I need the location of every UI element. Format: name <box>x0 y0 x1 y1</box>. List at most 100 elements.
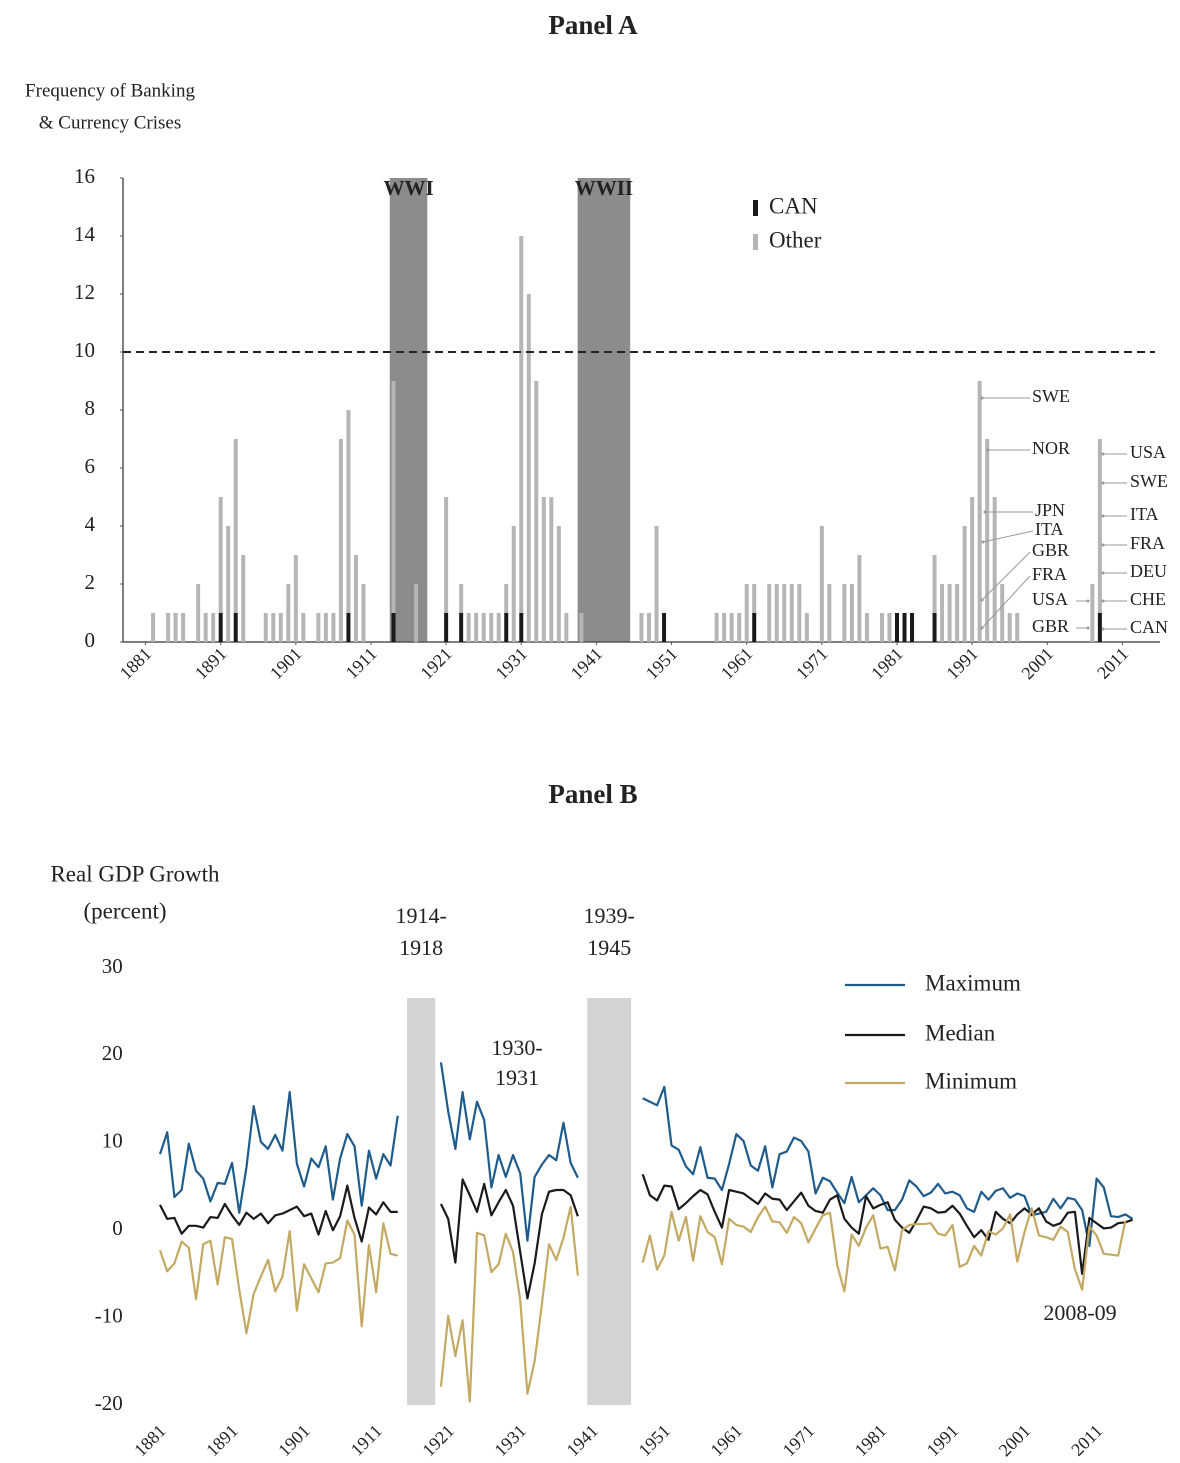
bar-segment <box>744 584 749 642</box>
x-tick-label: 1931 <box>490 1421 530 1461</box>
bar-segment <box>1090 584 1095 642</box>
annotation-pointer <box>981 551 1031 601</box>
annotation-arrowhead <box>1101 599 1105 603</box>
bar-segment <box>789 584 794 642</box>
bar-segment <box>526 294 531 642</box>
annotation-arrowhead <box>980 598 984 602</box>
annotation: CHE <box>1130 589 1166 609</box>
x-tick-label: 1901 <box>266 644 306 684</box>
annotation-arrowhead <box>1101 627 1105 631</box>
period-label: 1945 <box>587 935 631 960</box>
annotation: SWE <box>1032 386 1070 406</box>
annotation: GBR <box>1032 540 1069 560</box>
bar-segment <box>391 613 396 642</box>
y-axis-label: & Currency Crises <box>39 112 181 133</box>
y-tick-label: 16 <box>74 164 95 188</box>
shaded-period <box>577 178 631 642</box>
bar-segment <box>549 497 554 642</box>
bar-segment <box>579 613 584 642</box>
bar-segment <box>955 584 960 642</box>
annotation: SWE <box>1130 471 1168 491</box>
bar-segment <box>278 613 283 642</box>
annotation: FRA <box>1032 564 1067 584</box>
bar-segment <box>466 613 471 642</box>
bar-segment <box>639 613 644 642</box>
annotation: ITA <box>1130 504 1159 524</box>
annotation-pointer <box>981 575 1031 629</box>
bar-segment <box>459 613 464 642</box>
bar-segment <box>263 613 268 642</box>
period-label: 1914- <box>395 903 446 928</box>
bar-segment <box>797 584 802 642</box>
bar-segment <box>331 613 336 642</box>
bar-segment <box>511 526 516 642</box>
annotation-arrowhead <box>1101 514 1105 518</box>
bar-segment <box>940 584 945 642</box>
annotation-arrowhead <box>986 448 990 452</box>
bar-segment <box>286 584 291 642</box>
bar-segment <box>767 584 772 642</box>
bar-segment <box>714 613 719 642</box>
bar-segment <box>293 555 298 642</box>
bar-segment <box>541 497 546 642</box>
bar-segment <box>985 439 990 642</box>
bar-segment <box>662 613 667 642</box>
bar-segment <box>804 613 809 642</box>
bar-segment <box>992 497 997 642</box>
legend-label: CAN <box>769 193 818 218</box>
x-tick-label: 1991 <box>923 1421 963 1461</box>
bar-segment <box>203 613 208 642</box>
y-axis-label: Real GDP Growth <box>50 861 220 886</box>
y-axis-label: Frequency of Banking <box>25 80 195 101</box>
bar-segment <box>353 555 358 642</box>
bar-segment <box>519 613 524 642</box>
bar-segment <box>910 613 915 642</box>
bar-segment <box>962 526 967 642</box>
y-tick-label: -20 <box>95 1391 123 1415</box>
bar-segment <box>564 613 569 642</box>
legend-label: Median <box>925 1020 996 1045</box>
bar-segment <box>819 526 824 642</box>
bar-segment <box>977 381 982 642</box>
annotation: USA <box>1130 442 1166 462</box>
bar-segment <box>842 584 847 642</box>
x-tick-label: 1941 <box>562 1421 602 1461</box>
annotation: NOR <box>1032 438 1070 458</box>
legend-label: Other <box>769 227 822 252</box>
shaded-period <box>587 998 632 1405</box>
annotation-arrowhead <box>980 396 984 400</box>
bar-segment <box>887 613 892 642</box>
bar-segment <box>970 497 975 642</box>
annotation-arrowhead <box>1101 571 1105 575</box>
x-tick-label: 1921 <box>416 644 456 684</box>
x-tick-label: 1951 <box>634 1421 674 1461</box>
x-tick-label: 1991 <box>942 644 982 684</box>
line-series <box>159 1173 1133 1300</box>
bar-segment <box>166 613 171 642</box>
legend-swatch <box>753 200 758 216</box>
bar-segment <box>361 584 366 642</box>
x-tick-label: 1881 <box>130 1421 170 1461</box>
y-tick-label: -10 <box>95 1303 123 1327</box>
annotation-arrowhead <box>983 510 987 514</box>
bar-segment <box>316 613 321 642</box>
annotation: USA <box>1032 589 1068 609</box>
period-label: WWI <box>383 176 433 200</box>
y-tick-label: 8 <box>85 396 96 420</box>
y-tick-label: 2 <box>85 570 96 594</box>
x-tick-label: 1931 <box>491 644 531 684</box>
annotation: 1931 <box>495 1065 539 1090</box>
y-tick-label: 30 <box>102 954 123 978</box>
x-tick-label: 1901 <box>274 1421 314 1461</box>
bar-segment <box>752 613 757 642</box>
bar-segment <box>504 584 509 613</box>
line-series <box>158 1205 1127 1403</box>
y-tick-label: 0 <box>85 628 96 652</box>
bar-segment <box>1000 584 1005 642</box>
x-tick-label: 2001 <box>995 1421 1035 1461</box>
bar-segment <box>857 555 862 642</box>
bar-segment <box>444 497 449 613</box>
annotation: 1930- <box>491 1035 542 1060</box>
x-tick-label: 1971 <box>779 1421 819 1461</box>
bar-segment <box>218 613 223 642</box>
